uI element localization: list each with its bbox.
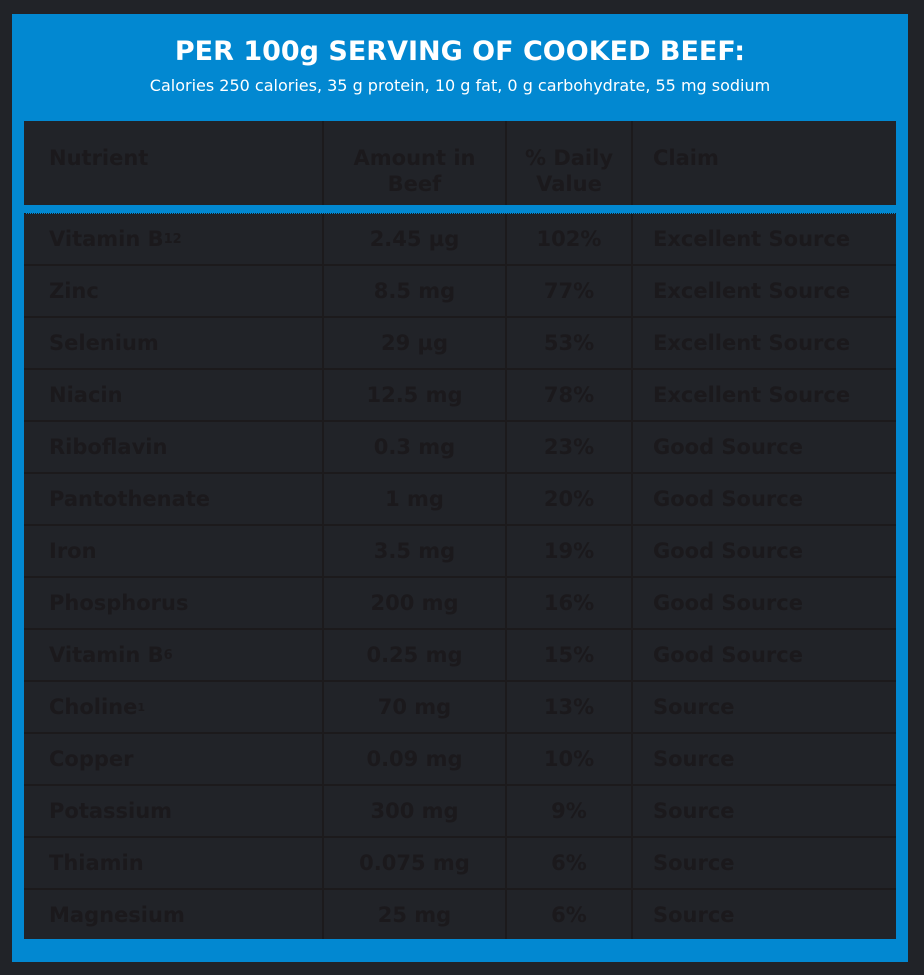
claim-cell: Good Source bbox=[653, 487, 803, 511]
table-row: Vitamin B 12 2.45 µg 102% Excellent Source bbox=[24, 214, 896, 266]
column-header-amount: Amount in Beef bbox=[324, 121, 507, 205]
claim-cell: Good Source bbox=[653, 643, 803, 667]
table-row: Iron 3.5 mg 19% Good Source bbox=[24, 526, 896, 578]
nutrient-name: Pantothenate bbox=[49, 487, 211, 511]
nutrient-name: Vitamin B bbox=[49, 227, 164, 251]
column-header-daily-value: % Daily Value bbox=[507, 121, 633, 205]
daily-value-cell: 15% bbox=[507, 630, 633, 680]
nutrition-panel: PER 100g SERVING OF COOKED BEEF: Calorie… bbox=[12, 14, 908, 962]
daily-value-cell: 53% bbox=[507, 318, 633, 368]
nutrient-name: Selenium bbox=[49, 331, 159, 355]
table-row: Pantothenate 1 mg 20% Good Source bbox=[24, 474, 896, 526]
nutrient-name: Zinc bbox=[49, 279, 99, 303]
claim-cell: Good Source bbox=[653, 435, 803, 459]
nutrient-name: Thiamin bbox=[49, 851, 144, 875]
nutrient-table: Nutrient Amount in Beef % Daily Value Cl… bbox=[24, 121, 896, 939]
claim-cell: Good Source bbox=[653, 539, 803, 563]
claim-cell: Source bbox=[653, 799, 735, 823]
daily-value-cell: 13% bbox=[507, 682, 633, 732]
amount-cell: 8.5 mg bbox=[324, 266, 507, 316]
table-row: Copper 0.09 mg 10% Source bbox=[24, 734, 896, 786]
table-row: Vitamin B 6 0.25 mg 15% Good Source bbox=[24, 630, 896, 682]
claim-cell: Source bbox=[653, 747, 735, 771]
table-row: Selenium 29 µg 53% Excellent Source bbox=[24, 318, 896, 370]
claim-cell: Excellent Source bbox=[653, 331, 851, 355]
table-row: Magnesium 25 mg 6% Source bbox=[24, 890, 896, 939]
table-row: Potassium 300 mg 9% Source bbox=[24, 786, 896, 838]
nutrient-name: Magnesium bbox=[49, 902, 185, 927]
amount-cell: 0.25 mg bbox=[324, 630, 507, 680]
nutrient-name-cell: Choline 1 bbox=[24, 682, 324, 732]
claim-cell: Excellent Source bbox=[653, 227, 851, 251]
nutrient-name-cell: Zinc bbox=[24, 266, 324, 316]
nutrient-name-cell: Copper bbox=[24, 734, 324, 784]
daily-value-cell: 6% bbox=[507, 838, 633, 888]
daily-value-cell: 77% bbox=[507, 266, 633, 316]
nutrient-name-cell: Iron bbox=[24, 526, 324, 576]
nutrient-name-cell: Pantothenate bbox=[24, 474, 324, 524]
amount-cell: 29 µg bbox=[324, 318, 507, 368]
table-header-row: Nutrient Amount in Beef % Daily Value Cl… bbox=[24, 121, 896, 205]
column-header-nutrient: Nutrient bbox=[24, 121, 324, 205]
daily-value-cell: 23% bbox=[507, 422, 633, 472]
nutrient-name: Niacin bbox=[49, 383, 123, 407]
nutrient-name: Vitamin B bbox=[49, 643, 164, 667]
page-title: PER 100g SERVING OF COOKED BEEF: bbox=[174, 36, 746, 67]
nutrient-name-cell: Selenium bbox=[24, 318, 324, 368]
daily-value-cell: 78% bbox=[507, 370, 633, 420]
amount-cell: 1 mg bbox=[324, 474, 507, 524]
claim-cell: Source bbox=[653, 902, 735, 927]
amount-cell: 0.3 mg bbox=[324, 422, 507, 472]
amount-cell: 70 mg bbox=[324, 682, 507, 732]
daily-value-cell: 102% bbox=[507, 214, 633, 264]
amount-cell: 2.45 µg bbox=[324, 214, 507, 264]
nutrition-summary: Calories 250 calories, 35 g protein, 10 … bbox=[149, 76, 771, 95]
nutrient-name: Choline bbox=[49, 695, 138, 719]
nutrient-name-cell: Magnesium bbox=[24, 890, 324, 939]
amount-cell: 300 mg bbox=[324, 786, 507, 836]
nutrient-name: Iron bbox=[49, 539, 97, 563]
nutrient-name-cell: Thiamin bbox=[24, 838, 324, 888]
daily-value-cell: 19% bbox=[507, 526, 633, 576]
table-row: Choline 1 70 mg 13% Source bbox=[24, 682, 896, 734]
claim-cell: Excellent Source bbox=[653, 279, 851, 303]
daily-value-cell: 10% bbox=[507, 734, 633, 784]
amount-cell: 0.075 mg bbox=[324, 838, 507, 888]
amount-cell: 0.09 mg bbox=[324, 734, 507, 784]
nutrient-name-cell: Vitamin B 12 bbox=[24, 214, 324, 264]
amount-cell: 200 mg bbox=[324, 578, 507, 628]
nutrient-subscript: 6 bbox=[163, 647, 173, 663]
header-divider bbox=[24, 205, 896, 214]
nutrient-subscript: 12 bbox=[163, 231, 182, 247]
table-row: Thiamin 0.075 mg 6% Source bbox=[24, 838, 896, 890]
amount-cell: 12.5 mg bbox=[324, 370, 507, 420]
nutrient-name-cell: Potassium bbox=[24, 786, 324, 836]
daily-value-cell: 9% bbox=[507, 786, 633, 836]
amount-cell: 25 mg bbox=[324, 890, 507, 939]
claim-cell: Source bbox=[653, 851, 735, 875]
nutrient-name: Phosphorus bbox=[49, 591, 189, 615]
amount-cell: 3.5 mg bbox=[324, 526, 507, 576]
footnote-marker: 1 bbox=[137, 700, 146, 714]
nutrient-name: Riboflavin bbox=[49, 435, 168, 459]
claim-cell: Source bbox=[653, 695, 735, 719]
table-row: Riboflavin 0.3 mg 23% Good Source bbox=[24, 422, 896, 474]
claim-cell: Good Source bbox=[653, 591, 803, 615]
nutrient-name-cell: Phosphorus bbox=[24, 578, 324, 628]
nutrient-name-cell: Riboflavin bbox=[24, 422, 324, 472]
column-header-claim: Claim bbox=[653, 146, 719, 170]
nutrient-name: Potassium bbox=[49, 799, 173, 823]
table-body: Vitamin B 12 2.45 µg 102% Excellent Source Zi… bbox=[24, 214, 896, 939]
table-row: Zinc 8.5 mg 77% Excellent Source bbox=[24, 266, 896, 318]
claim-cell: Excellent Source bbox=[653, 383, 851, 407]
daily-value-cell: 16% bbox=[507, 578, 633, 628]
table-row: Phosphorus 200 mg 16% Good Source bbox=[24, 578, 896, 630]
daily-value-cell: 20% bbox=[507, 474, 633, 524]
nutrient-name: Copper bbox=[49, 747, 134, 771]
table-row: Niacin 12.5 mg 78% Excellent Source bbox=[24, 370, 896, 422]
nutrient-name-cell: Niacin bbox=[24, 370, 324, 420]
daily-value-cell: 6% bbox=[507, 890, 633, 939]
